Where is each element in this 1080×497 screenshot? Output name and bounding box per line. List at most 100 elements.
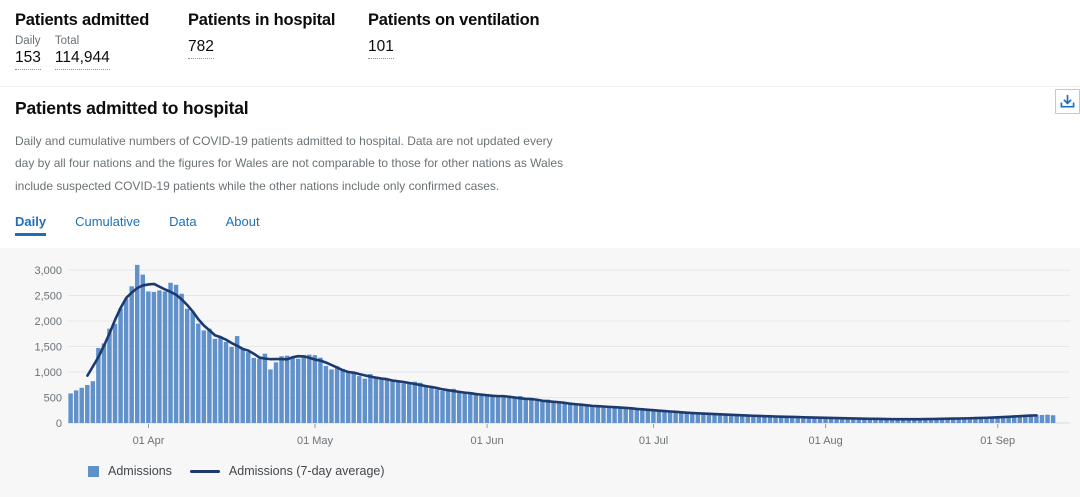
bar <box>706 413 712 423</box>
tab-daily[interactable]: Daily <box>15 214 47 237</box>
tab-about[interactable]: About <box>225 214 260 230</box>
stat-value-total: 114,944 <box>54 49 110 71</box>
bar <box>1017 416 1022 423</box>
panel-tabs: Daily Cumulative Data About <box>15 214 1065 237</box>
bar <box>512 396 517 423</box>
bar <box>778 416 784 423</box>
bar <box>373 376 379 423</box>
stat-daily: Daily 153 <box>15 35 41 71</box>
panel-description: Daily and cumulative numbers of COVID-19… <box>15 134 564 193</box>
bar <box>751 415 756 423</box>
bar <box>379 378 384 423</box>
bar <box>73 390 79 423</box>
tab-cumulative[interactable]: Cumulative <box>75 214 141 230</box>
bar <box>923 419 928 423</box>
bar <box>151 291 157 423</box>
y-axis-tick-label: 2,500 <box>34 291 62 303</box>
bar <box>584 405 590 423</box>
bar <box>523 399 528 423</box>
bar <box>135 264 140 423</box>
bar <box>434 389 440 423</box>
bar <box>251 357 257 423</box>
bar <box>79 387 84 423</box>
stat-patients-on-ventilation: Patients on ventilation 101 <box>368 11 540 70</box>
bar <box>490 394 495 423</box>
stat-value: 782 <box>188 38 214 60</box>
bar <box>279 356 284 423</box>
bar <box>101 343 107 423</box>
bar <box>801 417 806 423</box>
bar <box>767 416 773 423</box>
bar <box>301 355 306 423</box>
bar <box>218 337 223 423</box>
bar <box>1039 414 1045 423</box>
bar <box>900 419 906 423</box>
bar <box>967 418 973 423</box>
x-axis: 01 Apr 01 May 01 Jun 01 Jul 01 Aug 01 Sep <box>133 424 1015 447</box>
bar <box>190 311 195 423</box>
bar <box>862 418 867 423</box>
bar <box>723 414 728 423</box>
bar <box>856 418 862 423</box>
bar <box>312 355 318 423</box>
bar <box>518 395 523 423</box>
bar <box>240 348 245 423</box>
bar <box>851 418 856 423</box>
bar <box>340 368 345 423</box>
bar <box>834 418 839 423</box>
bar <box>623 407 628 423</box>
bar <box>362 378 368 423</box>
y-axis-tick-label: 3,000 <box>34 265 62 277</box>
bar <box>895 419 900 423</box>
bar <box>817 417 823 423</box>
bar <box>351 373 356 423</box>
bar <box>667 411 673 423</box>
bar <box>590 405 595 423</box>
bar <box>295 358 301 423</box>
bar <box>140 274 146 423</box>
bar <box>956 418 961 423</box>
x-axis-tick-label: 01 Jun <box>471 435 504 447</box>
bar <box>684 412 689 423</box>
bar <box>318 357 323 423</box>
bar <box>740 415 745 423</box>
bar <box>889 419 895 423</box>
bar <box>495 395 501 423</box>
bar <box>562 402 567 423</box>
tab-data[interactable]: Data <box>169 214 197 230</box>
stat-title: Patients admitted <box>15 11 150 29</box>
bar <box>756 415 762 423</box>
legend-label: Admissions <box>108 464 172 478</box>
bar <box>529 400 534 423</box>
stat-total: Total 114,944 <box>54 35 110 71</box>
bar <box>695 413 701 423</box>
bar <box>640 409 645 423</box>
bar <box>978 417 984 423</box>
x-axis-tick-label: 01 Aug <box>809 435 843 447</box>
admissions-chart[interactable]: 0 500 1,000 1,500 2,000 2,500 3,000 01 Apr 01 Ma… <box>0 248 1080 460</box>
bar <box>612 406 617 423</box>
bar <box>179 293 184 423</box>
bar <box>479 395 484 423</box>
bar <box>307 354 312 423</box>
bar <box>484 393 490 423</box>
bar <box>406 383 412 423</box>
stat-title: Patients in hospital <box>188 11 336 29</box>
stat-patients-admitted: Patients admitted Daily 153 Total 114,94… <box>15 11 188 71</box>
bar <box>645 410 651 423</box>
bar <box>945 418 950 423</box>
bar <box>928 419 934 423</box>
bar <box>390 380 395 423</box>
bar <box>784 416 789 423</box>
bar <box>950 418 956 423</box>
bar <box>828 417 834 423</box>
bar <box>257 358 262 423</box>
bar <box>323 365 329 423</box>
bar <box>68 393 73 423</box>
bar <box>118 308 123 423</box>
bar <box>678 412 684 423</box>
admissions-average-line <box>86 282 1038 421</box>
download-button[interactable] <box>1055 89 1080 115</box>
bar <box>806 417 812 423</box>
bar <box>823 417 828 423</box>
